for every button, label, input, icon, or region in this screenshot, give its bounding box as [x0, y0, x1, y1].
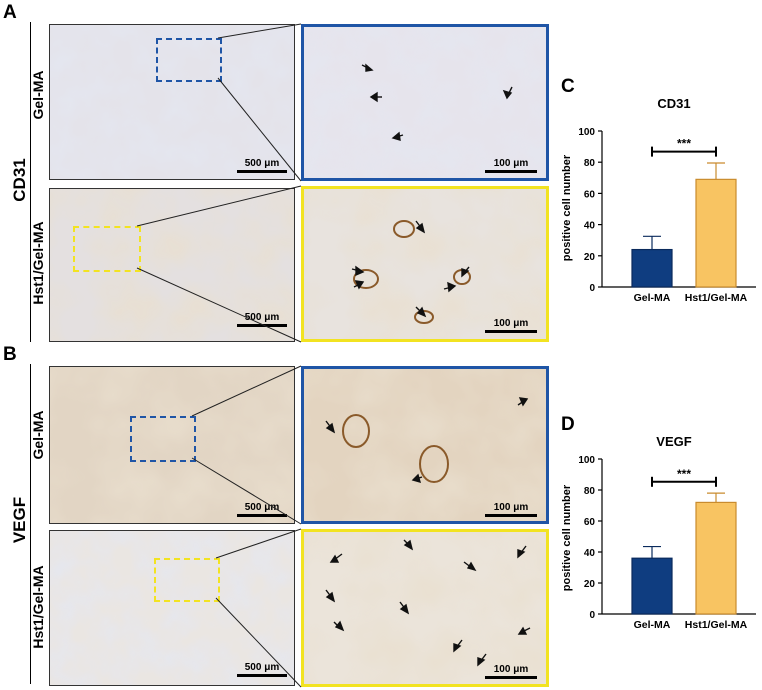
scale-bar-label: 500 μm — [244, 158, 280, 169]
significance-label: *** — [677, 137, 691, 151]
scale-bar-label: 500 μm — [244, 502, 280, 513]
row-divider-cd31 — [30, 22, 31, 342]
bar — [695, 178, 737, 288]
roi-box-cd31-hst — [73, 226, 141, 272]
y-axis-label: positive cell number — [561, 154, 573, 261]
bar — [695, 501, 737, 615]
scale-bar-label: 100 μm — [493, 158, 529, 169]
x-tick-label: Hst1/Gel-MA — [685, 292, 748, 304]
bar-chart-vegf: VEGF positive cell number 0 20 40 60 80 100 Ge… — [561, 434, 756, 631]
micrograph-cd31-hst-low — [49, 188, 295, 342]
micrograph-vegf-gelma-high — [301, 366, 549, 524]
row-divider-vegf — [30, 364, 31, 684]
bar-chart-cd31: CD31 positive cell number 0 20 40 60 80 100 Ge… — [561, 96, 756, 304]
scale-bar-vegf-hst-low: 500 μm — [237, 662, 287, 677]
roi-box-vegf-hst — [154, 558, 220, 602]
significance-label: *** — [677, 467, 691, 481]
roi-box-cd31-gel — [156, 38, 222, 82]
scale-bar-cd31-hst-low: 500 μm — [237, 312, 287, 327]
scale-bar-vegf-hst-high: 100 μm — [485, 664, 537, 679]
panel-letter-d: D — [561, 414, 575, 435]
bar — [631, 248, 673, 288]
x-tick-label: Hst1/Gel-MA — [685, 619, 748, 631]
y-tick-label: 80 — [584, 486, 596, 497]
micrograph-cd31-hst-high — [301, 186, 549, 342]
x-tick-label: Gel-MA — [634, 292, 671, 304]
micrograph-cd31-gelma-low — [49, 24, 295, 180]
scale-bar-vegf-gel-low: 500 μm — [237, 502, 287, 517]
y-tick-label: 80 — [584, 158, 596, 169]
y-tick-label: 40 — [584, 221, 596, 232]
y-tick-label: 20 — [584, 579, 596, 590]
chart-title: VEGF — [656, 434, 691, 449]
micrograph-vegf-gelma-low — [49, 366, 295, 524]
panel-letter-a: A — [3, 2, 17, 23]
micrograph-cd31-gelma-high — [301, 24, 549, 181]
x-tick-label: Gel-MA — [634, 619, 671, 631]
y-tick-label: 0 — [589, 610, 595, 621]
y-tick-label: 20 — [584, 252, 596, 263]
roi-box-vegf-gel — [130, 416, 196, 462]
scale-bar-label: 100 μm — [493, 664, 529, 675]
y-tick-label: 60 — [584, 189, 596, 200]
panel-letter-c: C — [561, 76, 575, 97]
bar — [631, 557, 673, 615]
y-axis-label: positive cell number — [561, 484, 573, 591]
scale-bar-label: 100 μm — [493, 318, 529, 329]
y-tick-label: 100 — [578, 127, 595, 138]
scale-bar-label: 500 μm — [244, 312, 280, 323]
scale-bar-cd31-gel-high: 100 μm — [485, 158, 537, 173]
scale-bar-cd31-gel-low: 500 μm — [237, 158, 287, 173]
panel-letter-b: B — [3, 344, 17, 365]
micrograph-vegf-hst-low — [49, 530, 295, 686]
micrograph-vegf-hst-high — [301, 529, 549, 687]
scale-bar-cd31-hst-high: 100 μm — [485, 318, 537, 333]
y-tick-label: 60 — [584, 517, 596, 528]
scale-bar-vegf-gel-high: 100 μm — [485, 502, 537, 517]
y-tick-label: 0 — [589, 283, 595, 294]
y-tick-label: 40 — [584, 548, 596, 559]
y-tick-label: 100 — [578, 455, 595, 466]
scale-bar-label: 100 μm — [493, 502, 529, 513]
scale-bar-label: 500 μm — [244, 662, 280, 673]
chart-title: CD31 — [657, 96, 690, 111]
